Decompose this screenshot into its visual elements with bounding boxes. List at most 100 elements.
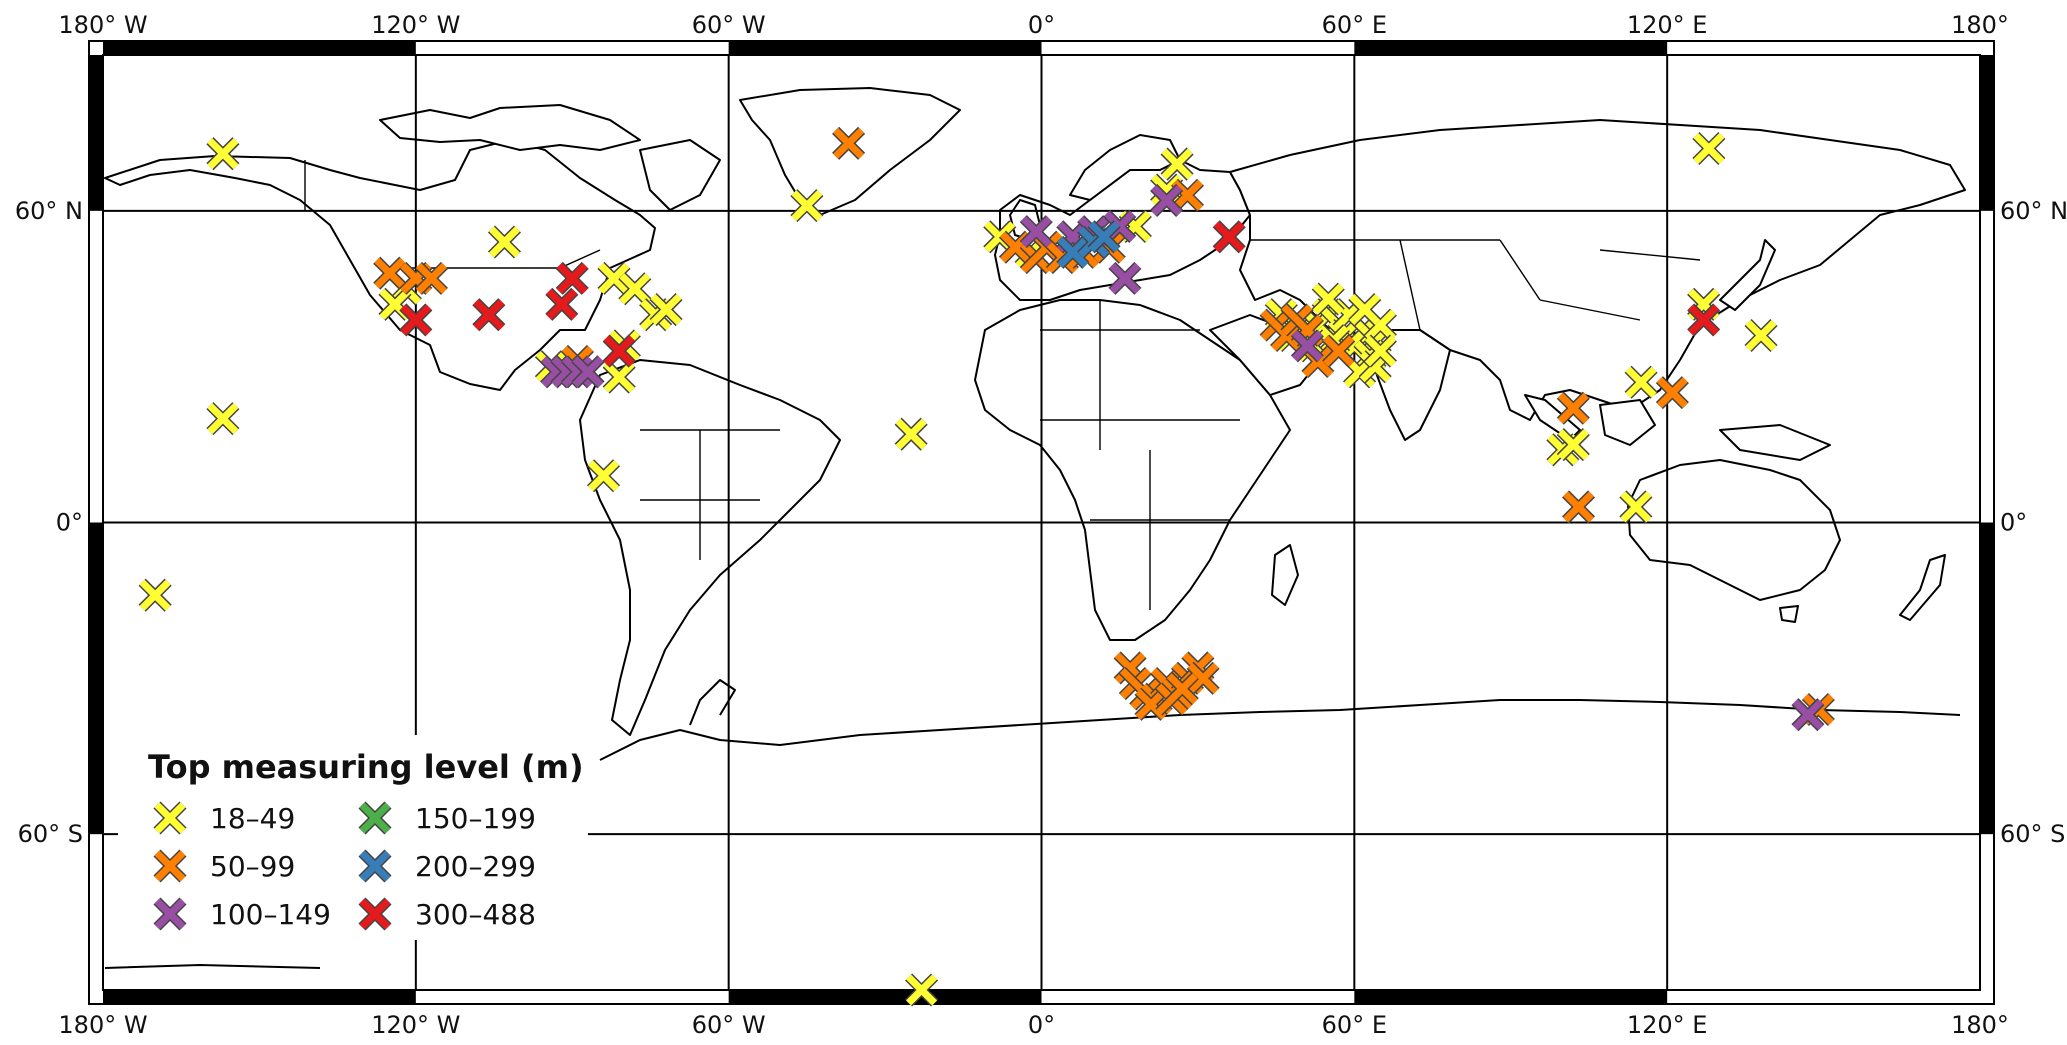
station-marker [586,459,621,493]
left-tick-label: 0° [56,509,83,537]
bottom-tick-label: 120° E [1627,1011,1708,1039]
axis-labels: 180° W 120° W 60° W 0° 60° E 120° E 180° 180° W… [15,11,2067,1039]
new-zealand-landmass [1899,554,1946,621]
left-tick-label: 60° S [18,820,83,848]
legend-swatch [153,849,187,883]
station-marker [1150,183,1184,217]
station-marker [571,355,605,389]
top-tick-label: 0° [1028,11,1055,39]
frame-segment-top [103,41,416,55]
legend-swatch [358,801,392,835]
station-marker [1212,220,1246,254]
station-marker [399,303,433,337]
legend-label: 300–488 [415,898,536,931]
right-tick-label: 60° S [2000,820,2065,848]
arctic-islands-landmass [379,104,641,151]
new-guinea-landmass [1719,424,1831,461]
station-marker [1556,428,1590,462]
legend-title: Top measuring level (m) [148,748,584,786]
frame-segment-left [89,55,103,211]
antarctic-peninsula-coastline [689,679,736,726]
legend-swatch [358,897,392,931]
station-marker [1624,365,1658,399]
station-marker [618,272,652,306]
legend-label: 18–49 [210,802,295,835]
legend: Top measuring level (m) 18–49 50–99 100–14… [118,735,588,940]
station-marker [1348,292,1382,327]
station-marker [894,417,928,451]
frame-segment-right [1980,522,1994,835]
station-marker [1290,329,1324,363]
legend-swatch [153,897,187,931]
frame-segment-top [728,41,1042,55]
antarctica-ross-coastline [104,964,321,969]
asia-internal-borders [1250,239,1701,331]
top-tick-label: 120° W [371,11,460,39]
south-america-landmass [579,359,841,736]
station-marker [649,292,683,327]
station-marker [138,578,172,612]
left-tick-label: 60° N [15,197,83,225]
station-marker [1103,209,1137,243]
station-marker [597,261,631,295]
station-marker [1056,235,1090,269]
station-marker [1363,334,1397,368]
frame-segment-bottom [1354,990,1668,1004]
tasmania-landmass [1779,605,1799,623]
top-tick-label: 60° W [692,11,766,39]
station-markers [138,126,1835,1007]
station-marker [545,287,579,321]
frame-segment-bottom [103,990,416,1004]
bottom-tick-label: 0° [1028,1011,1055,1039]
station-marker [206,137,240,171]
station-marker [1655,376,1689,410]
australia-landmass [1627,459,1841,601]
station-marker [555,261,589,295]
frame-segment-top [1354,41,1668,55]
frame-segment-left [89,522,103,835]
station-marker [1134,687,1168,721]
top-tick-label: 180° W [58,11,147,39]
bottom-tick-label: 120° W [371,1011,460,1039]
station-marker [1744,318,1778,353]
borneo-landmass [1599,399,1656,446]
bottom-tick-label: 60° E [1322,1011,1387,1039]
antarctica-coastline [599,699,1961,761]
station-marker [487,225,522,259]
legend-label: 100–149 [210,898,331,931]
top-tick-label: 180° [1951,11,2009,39]
frame-segment-bottom [728,990,1042,1004]
station-marker [1160,147,1194,181]
station-marker [414,261,449,295]
station-marker [602,360,636,394]
bottom-tick-label: 180° [1951,1011,2009,1039]
legend-background [118,735,588,940]
bottom-tick-label: 60° W [692,1011,766,1039]
station-marker [1186,661,1220,695]
station-marker [1019,215,1053,249]
station-marker [1165,672,1199,706]
station-marker [1170,178,1205,212]
station-marker [206,402,240,436]
station-marker [472,298,506,332]
legend-swatch [358,849,392,883]
top-tick-label: 120° E [1627,11,1708,39]
station-marker [1108,261,1142,295]
baffin-island-landmass [639,139,721,211]
station-marker [1619,490,1653,524]
top-tick-label: 60° E [1322,11,1387,39]
station-marker [373,256,407,290]
frame-segment-right [1980,55,1994,211]
madagascar-landmass [1271,544,1299,606]
sumatra-landmass [1524,394,1581,441]
station-marker [905,973,939,1007]
japan-landmass [1719,239,1776,311]
bottom-tick-label: 180° W [58,1011,147,1039]
legend-label: 50–99 [210,850,295,883]
station-marker [1556,391,1590,425]
legend-label: 200–299 [415,850,536,883]
right-tick-label: 60° N [2000,197,2067,225]
station-marker [602,334,636,368]
right-tick-label: 0° [2000,509,2027,537]
